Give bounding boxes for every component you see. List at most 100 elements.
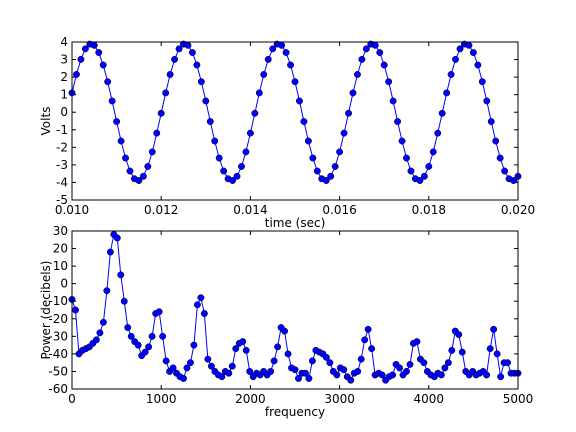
data-point: [117, 137, 125, 145]
data-point: [389, 371, 397, 379]
data-point: [313, 167, 321, 175]
x-tick-label: 0: [68, 392, 76, 406]
data-point: [232, 345, 240, 353]
data-point: [184, 41, 192, 49]
data-point: [145, 343, 153, 351]
data-point: [155, 308, 163, 316]
data-point: [126, 167, 134, 175]
data-point: [497, 373, 505, 381]
data-point: [99, 318, 107, 326]
data-point: [469, 49, 477, 56]
data-point: [448, 346, 456, 354]
data-point: [492, 137, 500, 145]
data-point: [340, 366, 348, 374]
data-point: [193, 301, 201, 309]
data-point: [327, 172, 335, 180]
x-tick-label: 0.014: [233, 203, 267, 217]
data-point: [215, 154, 223, 162]
y-tick-label: -40: [48, 347, 68, 361]
data-point: [139, 172, 147, 180]
data-point: [504, 359, 512, 367]
data-point: [349, 89, 357, 97]
data-point: [233, 172, 241, 180]
data-point: [187, 359, 194, 367]
data-point: [443, 89, 451, 97]
data-point: [246, 129, 254, 137]
data-point: [483, 97, 491, 105]
x-tick-label: 2000: [235, 392, 266, 406]
data-point: [336, 148, 344, 156]
y-axis-label: Power (decibels): [39, 261, 53, 360]
data-point: [305, 375, 313, 382]
data-point: [267, 367, 275, 375]
data-point: [378, 371, 386, 379]
y-tick-label: 4: [60, 35, 68, 49]
data-point: [444, 359, 452, 367]
data-point: [206, 118, 214, 125]
data-point: [239, 338, 247, 346]
data-point: [376, 49, 384, 56]
y-tick-label: -30: [48, 329, 68, 343]
data-point: [487, 118, 495, 125]
data-point: [308, 357, 316, 365]
data-point: [72, 306, 79, 314]
data-point: [333, 371, 341, 379]
data-point: [95, 49, 103, 56]
data-point: [425, 163, 433, 170]
data-point: [229, 177, 237, 184]
x-axis-label: frequency: [265, 405, 325, 419]
x-tick-label: 0.012: [144, 203, 178, 217]
data-point: [510, 177, 517, 184]
y-tick-label: 1: [60, 88, 68, 102]
data-point: [420, 359, 428, 367]
data-point: [486, 345, 494, 353]
data-point: [437, 371, 445, 379]
data-point: [438, 109, 446, 117]
data-point: [148, 332, 156, 340]
data-point: [331, 163, 339, 170]
data-point: [90, 41, 98, 49]
data-point: [362, 45, 370, 53]
y-tick-label: 0: [60, 105, 68, 119]
data-point: [157, 109, 165, 117]
data-point: [162, 89, 170, 97]
data-point: [188, 49, 196, 56]
data-point: [358, 55, 366, 63]
data-point: [353, 71, 361, 78]
data-point: [99, 61, 107, 69]
data-point: [207, 362, 215, 370]
data-point: [493, 350, 501, 358]
data-point: [361, 336, 369, 344]
data-point: [153, 129, 161, 137]
data-point: [169, 364, 177, 372]
data-point: [284, 350, 292, 358]
data-point: [304, 137, 312, 145]
data-point: [301, 369, 309, 377]
axes-frame: [71, 41, 519, 201]
data-point: [347, 376, 355, 384]
data-point: [211, 137, 219, 145]
data-point: [238, 163, 245, 170]
y-tick-label: 10: [53, 259, 68, 273]
x-axis-label: time (sec): [265, 216, 326, 230]
x-tick-label: 4000: [414, 392, 445, 406]
data-point: [478, 78, 486, 86]
data-point: [73, 71, 80, 78]
data-point: [429, 148, 437, 156]
data-point: [296, 97, 303, 105]
x-tick-label: 0.020: [501, 203, 535, 217]
data-point: [287, 61, 294, 69]
data-point: [113, 118, 121, 125]
data-point: [225, 369, 233, 377]
data-point: [274, 343, 282, 351]
data-point: [200, 310, 208, 317]
data-point: [162, 357, 170, 365]
data-point: [127, 332, 135, 340]
data-point: [96, 329, 104, 337]
data-point: [452, 55, 460, 63]
data-point: [148, 148, 156, 156]
data-point: [171, 55, 179, 63]
x-tick-label: 1000: [146, 392, 177, 406]
data-point: [135, 177, 143, 184]
data-point: [380, 61, 388, 69]
